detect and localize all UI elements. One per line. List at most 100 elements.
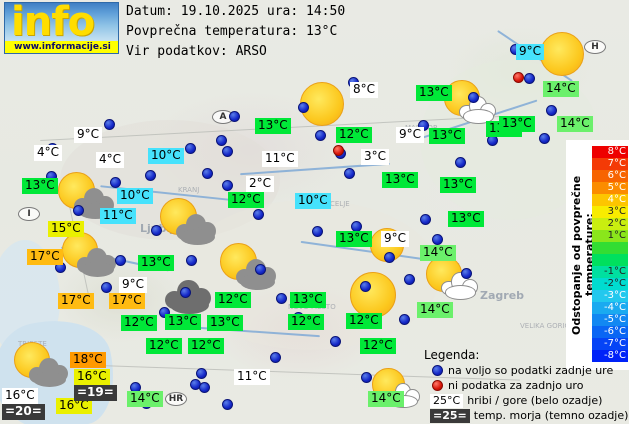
station-dot[interactable] [101,282,112,293]
station-dot[interactable] [315,130,326,141]
station-dot[interactable] [404,274,415,285]
station-dot[interactable] [222,399,233,410]
temperature-label: 12°C [228,192,264,208]
station-dot[interactable] [524,73,535,84]
sea-temperature-label: =19= [74,385,117,401]
station-dot[interactable] [145,170,156,181]
station-dot[interactable] [546,105,557,116]
station-dot[interactable] [151,225,162,236]
temperature-label: 13°C [416,85,452,101]
logo-url: www.informacije.si [5,41,118,53]
station-dot[interactable] [276,293,287,304]
city-label: KRANJ [178,186,200,194]
temperature-label: 12°C [346,313,382,329]
temperature-label: 12°C [121,315,157,331]
color-scale-row: -5°C [592,314,628,326]
station-dot[interactable] [180,287,191,298]
station-dot[interactable] [110,177,121,188]
temperature-label: 12°C [146,338,182,354]
legend: Legenda: na voljo so podatki zadnje ure n… [424,348,629,423]
color-scale-row: -3°C [592,290,628,302]
temperature-label: 17°C [109,293,145,309]
temperature-label: 13°C [440,177,476,193]
station-dot[interactable] [159,307,170,318]
station-dot[interactable] [216,135,227,146]
station-dot[interactable] [432,234,443,245]
station-dot[interactable] [461,268,472,279]
temperature-label: 4°C [34,145,63,161]
station-dot[interactable] [330,336,341,347]
station-dot[interactable] [455,157,466,168]
station-dot[interactable] [229,111,240,122]
station-dot[interactable] [344,168,355,179]
station-dot[interactable] [312,226,323,237]
station-dot[interactable] [73,205,84,216]
city-label: Zagreb [480,289,525,302]
temperature-label: 14°C [543,81,579,97]
station-dot-no-data[interactable] [333,145,344,156]
temperature-label: 13°C [22,178,58,194]
station-dot[interactable] [104,119,115,130]
temperature-label: 16°C [2,388,38,404]
legend-sea-chip: =25= [430,408,470,423]
temperature-label: 10°C [148,148,184,164]
legend-red-dot-icon [432,380,443,391]
station-dot[interactable] [115,255,126,266]
station-dot[interactable] [196,368,207,379]
sun-icon [350,272,396,318]
legend-row: na voljo so podatki zadnje ure [424,363,629,378]
temperature-label: 2°C [246,176,275,192]
temperature-label: 13°C [382,172,418,188]
temperature-label: 11°C [262,151,298,167]
site-logo[interactable]: info www.informacije.si [4,2,119,54]
legend-text: hribi / gore (belo ozadje) [467,394,603,407]
station-dot[interactable] [186,255,197,266]
station-dot[interactable] [384,252,395,263]
color-scale-row: 6°C [592,170,628,182]
legend-row: =25= temp. morja (temno ozadje) [424,408,629,423]
temperature-label: 8°C [350,82,379,98]
legend-text: na voljo so podatki zadnje ure [448,364,614,377]
station-dot[interactable] [185,143,196,154]
legend-text: temp. morja (temno ozadje) [473,409,629,422]
country-marker-a: A [212,110,234,124]
temperature-label: 9°C [396,127,425,143]
station-dot[interactable] [361,372,372,383]
cloud-white-icon [441,268,478,300]
temperature-label: 3°C [361,149,390,165]
temperature-label: 15°C [48,221,84,237]
station-dot[interactable] [253,209,264,220]
station-dot[interactable] [270,352,281,363]
station-dot[interactable] [420,214,431,225]
cloud-grey-icon [29,354,68,388]
station-dot[interactable] [539,133,550,144]
legend-row: ni podatka za zadnjo uro [424,378,629,393]
station-dot[interactable] [222,146,233,157]
color-scale-row: -7°C [592,338,628,350]
country-marker-hr: HR [165,392,187,406]
station-dot-no-data[interactable] [513,72,524,83]
country-marker-h: H [584,40,606,54]
station-dot[interactable] [222,180,233,191]
temperature-label: 13°C [290,292,326,308]
station-dot[interactable] [202,168,213,179]
station-dot[interactable] [468,92,479,103]
station-dot[interactable] [360,281,371,292]
station-dot[interactable] [255,264,266,275]
temperature-label: 17°C [58,293,94,309]
station-dot[interactable] [298,102,309,113]
station-dot[interactable] [199,382,210,393]
temperature-label: 12°C [360,338,396,354]
station-dot[interactable] [399,314,410,325]
color-scale-row: 5°C [592,182,628,194]
sun-icon [540,32,584,76]
temperature-label: 13°C [499,116,535,132]
temperature-label: 18°C [70,352,106,368]
city-label: VELIKA GORICA [520,322,575,330]
legend-text: ni podatka za zadnjo uro [448,379,584,392]
logo-wordmark: info [11,2,95,45]
color-scale-row: 8°C [592,146,628,158]
temperature-label: 12°C [288,314,324,330]
legend-row: 25°C hribi / gore (belo ozadje) [424,393,629,408]
temperature-label: 9°C [381,231,410,247]
